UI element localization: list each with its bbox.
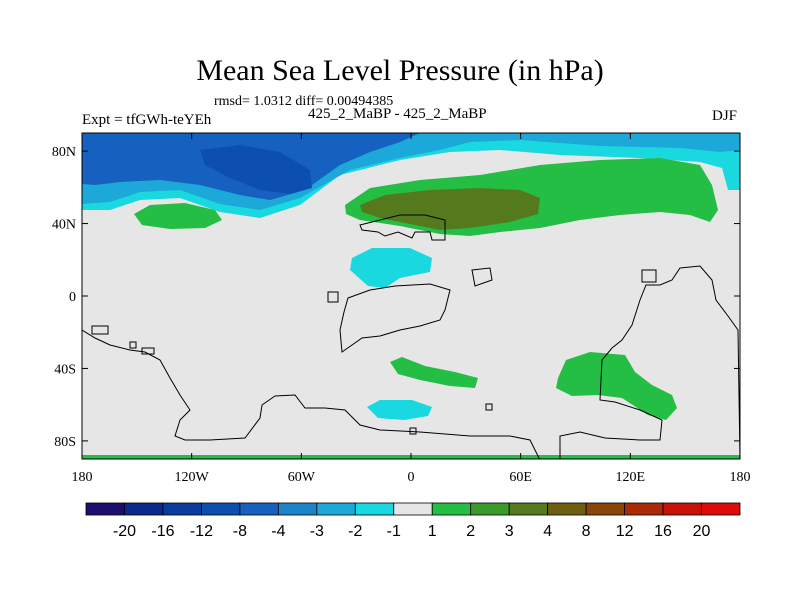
- region-southern-ocean-low: [367, 400, 432, 420]
- region-south-atlantic-high: [390, 357, 478, 388]
- x-tick-label: 120E: [616, 470, 646, 485]
- colorbar-label: -12: [190, 523, 213, 540]
- x-tick-label: 0: [408, 470, 415, 485]
- coastline-southern-continent: [82, 329, 541, 459]
- colorbar-swatch: [624, 502, 664, 516]
- y-tick-label: 40N: [52, 218, 76, 233]
- colorbar-label: 3: [505, 523, 514, 540]
- colorbar-swatch: [162, 502, 202, 516]
- colorbar-label: -3: [310, 523, 324, 540]
- y-tick-label: 80N: [52, 145, 76, 160]
- region-eurasia-high-core: [360, 188, 540, 230]
- colorbar-swatch: [508, 502, 549, 516]
- axes: 180 120W 60W 0 60E 120E 180 80N 40N 0 40S 80S: [52, 133, 751, 485]
- colorbar-label: -16: [151, 523, 174, 540]
- coastline-east-islands: [471, 267, 657, 287]
- colorbar-label: -8: [233, 523, 247, 540]
- colorbar-swatch: [239, 502, 279, 516]
- region-tropical-atlantic-low: [350, 248, 432, 288]
- coastline-east-continent: [559, 265, 740, 459]
- x-tick-label: 180: [72, 470, 93, 485]
- colorbar-label: 1: [428, 523, 437, 540]
- coastline-small-islands: [91, 325, 493, 435]
- colorbar-label: 20: [693, 523, 711, 540]
- colorbar-swatch: [124, 502, 164, 516]
- colorbar-swatch: [277, 502, 318, 516]
- colorbar-swatch: [547, 502, 587, 516]
- colorbar-label: 2: [466, 523, 475, 540]
- colorbar-label: -2: [348, 523, 362, 540]
- coastlines: [82, 214, 740, 459]
- colorbar-label: -4: [271, 523, 285, 540]
- colorbar-label: 12: [616, 523, 634, 540]
- colorbar-swatch: [662, 502, 702, 516]
- region-arctic-deep-low: [200, 145, 312, 194]
- experiment-label: Expt = tfGWh-teYEh: [82, 112, 212, 128]
- season-label: DJF: [712, 108, 738, 124]
- colorbar-swatch: [701, 502, 741, 516]
- colorbar-swatch: [393, 502, 433, 516]
- colorbar-swatch: [470, 502, 510, 516]
- x-tick-label: 120W: [175, 470, 210, 485]
- colorbar-swatch: [585, 502, 625, 516]
- chart-title: Mean Sea Level Pressure (in hPa): [196, 54, 604, 87]
- run-label: 425_2_MaBP - 425_2_MaBP: [308, 106, 487, 122]
- colorbar-swatch: [354, 502, 395, 516]
- colorbar: -20 -16 -12 -8 -4 -3 -2 -1 1 2 3 4 8 12 16 20: [85, 502, 741, 540]
- region-indian-ocean-high: [556, 352, 677, 420]
- stats-text: rmsd= 1.0312 diff= 0.00494385: [214, 94, 394, 109]
- colorbar-label: 16: [654, 523, 672, 540]
- coastline-northern-continent: [359, 214, 446, 241]
- colorbar-label: -20: [113, 523, 136, 540]
- y-tick-label: 80S: [54, 435, 76, 450]
- colorbar-swatch: [201, 502, 241, 516]
- y-tick-label: 40S: [54, 362, 76, 377]
- colorbar-label: -1: [387, 523, 401, 540]
- colorbar-swatch: [431, 502, 472, 516]
- colorbar-swatch: [316, 502, 356, 516]
- x-tick-label: 60E: [509, 470, 532, 485]
- colorbar-label: 8: [582, 523, 591, 540]
- region-north-pacific-high: [134, 203, 222, 229]
- y-tick-label: 0: [69, 290, 76, 305]
- colorbar-swatch: [85, 502, 125, 516]
- colorbar-label: 4: [543, 523, 552, 540]
- x-tick-label: 180: [730, 470, 751, 485]
- coastline-central-islands: [327, 283, 451, 353]
- x-tick-label: 60W: [288, 470, 316, 485]
